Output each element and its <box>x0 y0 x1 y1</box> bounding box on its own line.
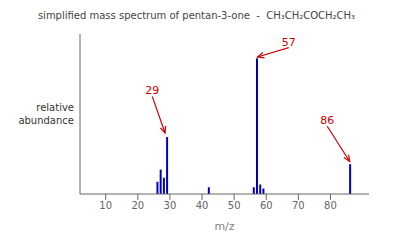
svg-text:10: 10 <box>99 200 112 211</box>
svg-text:70: 70 <box>292 200 305 211</box>
svg-text:30: 30 <box>164 200 177 211</box>
svg-text:80: 80 <box>324 200 337 211</box>
svg-text:50: 50 <box>228 200 241 211</box>
html-text:simplified mass spectrum of pe: simplified mass spectrum of pentan-3-one… <box>37 10 356 21</box>
svg-text:60: 60 <box>260 200 273 211</box>
svg-text:relativeabundance: relativeabundance <box>18 102 74 126</box>
svg-text:86: 86 <box>320 114 334 127</box>
svg-text:57: 57 <box>282 36 296 49</box>
svg-text:40: 40 <box>196 200 209 211</box>
svg-text:20: 20 <box>131 200 144 211</box>
svg-text:m/z: m/z <box>214 220 234 232</box>
svg-text:29: 29 <box>145 84 159 97</box>
